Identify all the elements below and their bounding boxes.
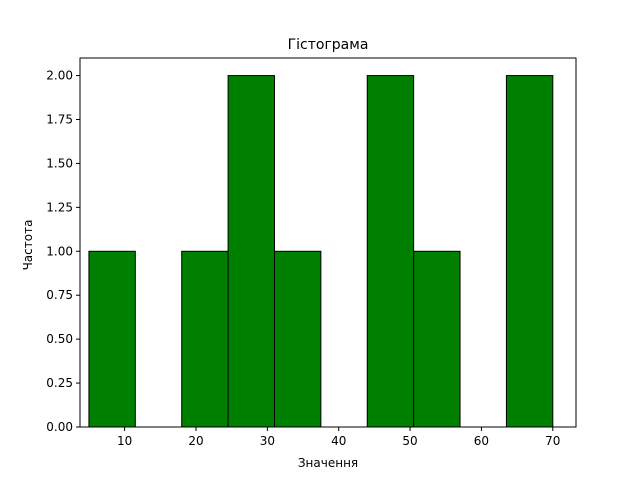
y-tick-label: 0.50 bbox=[46, 332, 73, 346]
x-tick-label: 40 bbox=[331, 434, 346, 448]
y-tick-label: 1.50 bbox=[46, 156, 73, 170]
x-axis-label: Значення bbox=[298, 456, 358, 470]
ticks-layer: 10 20 30 40 50 60 70 0.00 0.25 0.50 0.75 1.00 1.25 1.… bbox=[46, 69, 560, 448]
plot-frame bbox=[79, 57, 577, 428]
x-tick-label: 10 bbox=[117, 434, 132, 448]
y-tick-label: 0.75 bbox=[46, 288, 73, 302]
y-tick-label: 1.75 bbox=[46, 113, 73, 127]
histogram-bar bbox=[227, 75, 275, 428]
y-tick-label: 0.00 bbox=[46, 420, 73, 434]
x-tick-label: 30 bbox=[260, 434, 275, 448]
histogram-bar bbox=[181, 250, 229, 428]
y-tick-label: 2.00 bbox=[46, 69, 73, 83]
x-tick-label: 50 bbox=[402, 434, 417, 448]
y-axis-label: Частота bbox=[21, 220, 35, 271]
histogram-bar bbox=[505, 75, 554, 428]
x-tick-label: 70 bbox=[545, 434, 560, 448]
axes-layer bbox=[79, 57, 577, 428]
chart-title: Гістограма bbox=[288, 37, 369, 53]
bars-layer bbox=[88, 75, 554, 428]
y-tick-label: 1.00 bbox=[46, 244, 73, 258]
histogram-bar bbox=[413, 250, 461, 428]
x-tick-label: 20 bbox=[188, 434, 203, 448]
y-tick-label: 0.25 bbox=[46, 376, 73, 390]
histogram-bar bbox=[88, 250, 136, 428]
y-tick-label: 1.25 bbox=[46, 200, 73, 214]
histogram-bar bbox=[366, 75, 415, 428]
x-tick-label: 60 bbox=[474, 434, 489, 448]
histogram-bar bbox=[273, 250, 322, 428]
